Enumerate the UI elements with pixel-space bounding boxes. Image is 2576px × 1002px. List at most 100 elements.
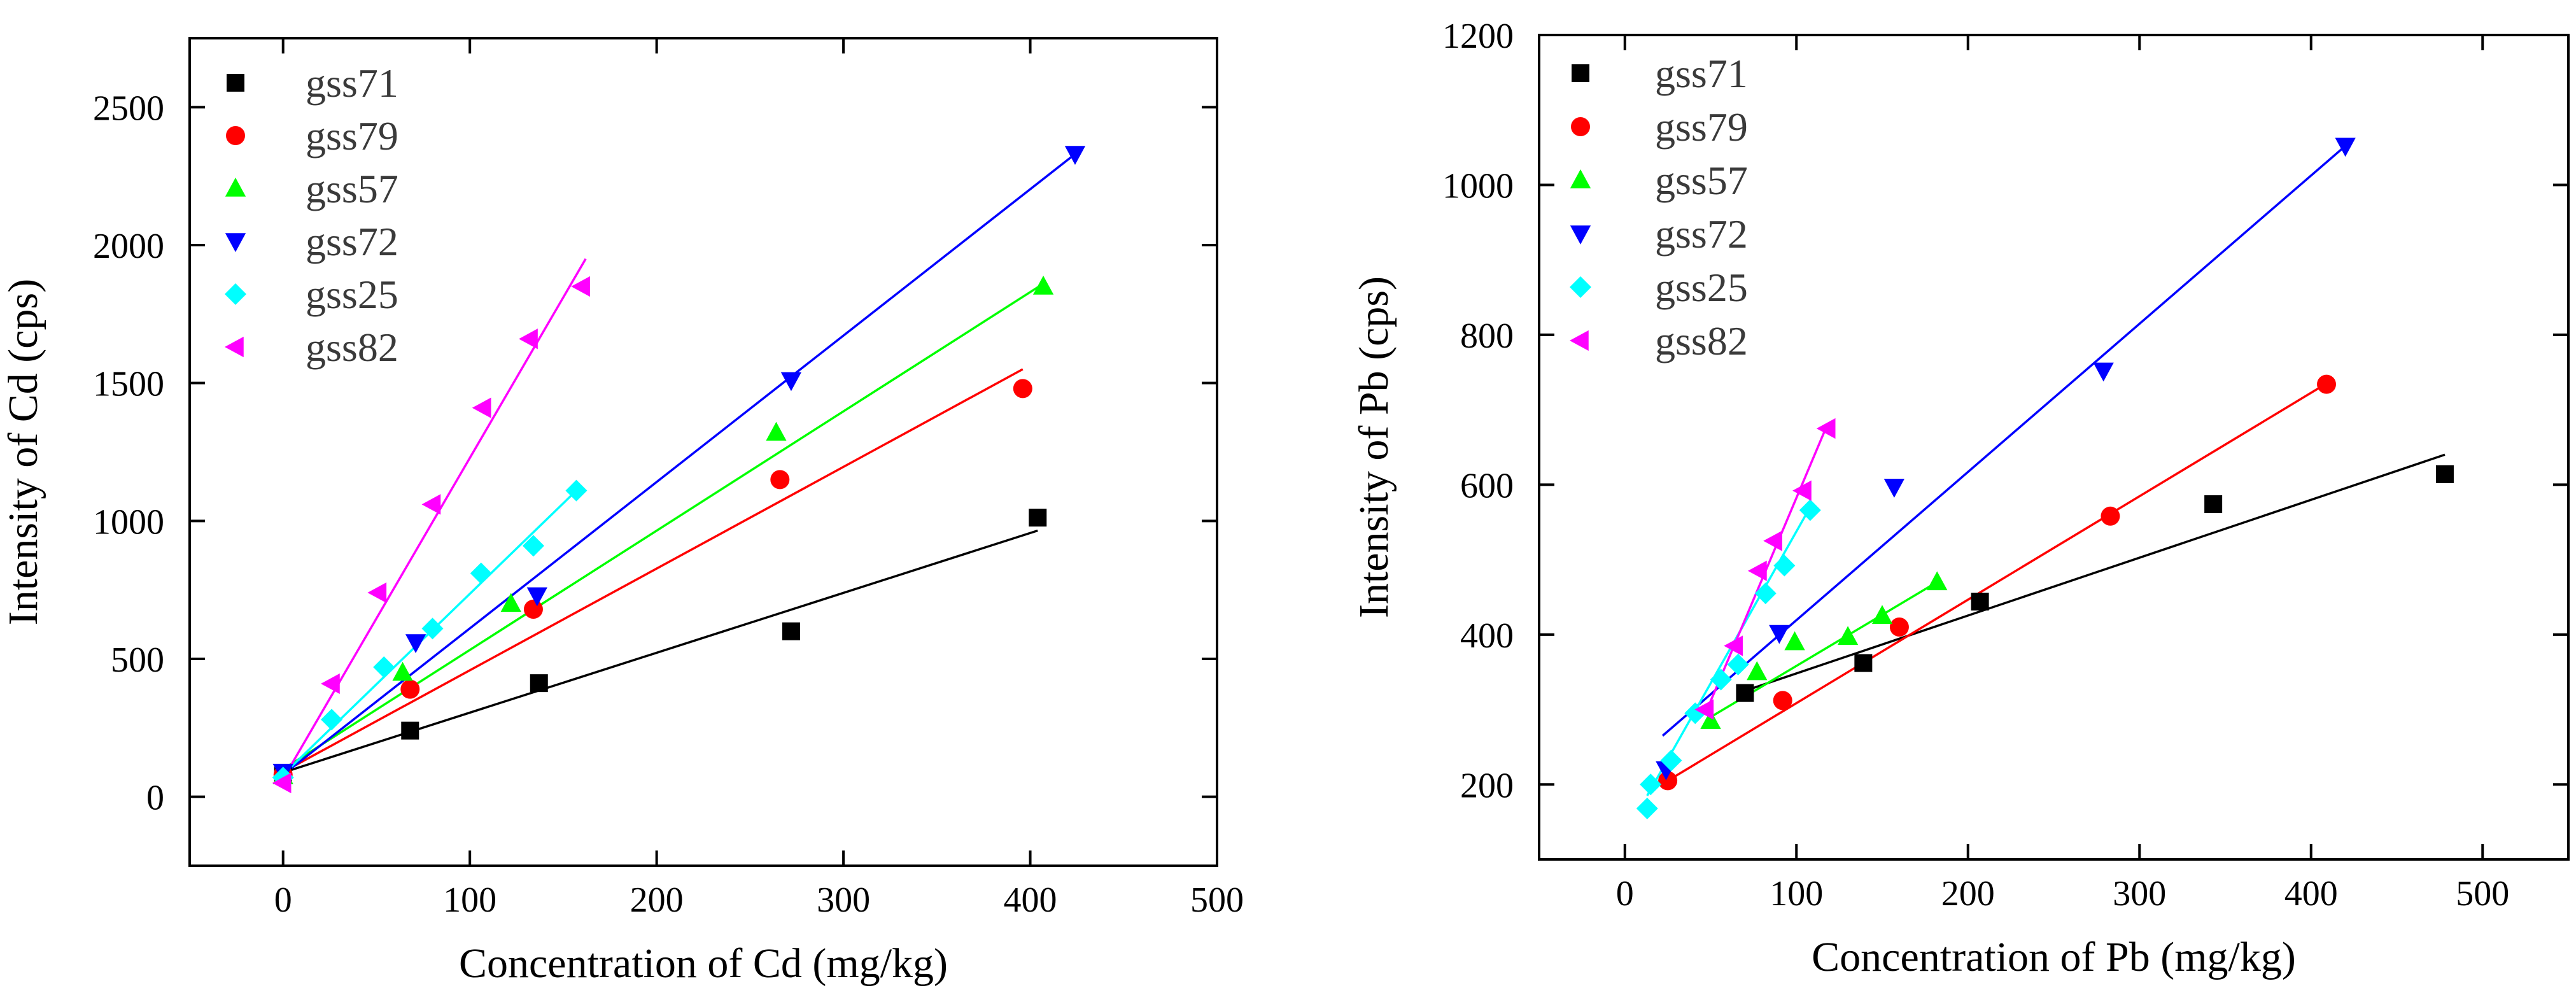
legend-marker-gss79 <box>1571 117 1590 136</box>
x-tick-label: 300 <box>817 880 870 920</box>
legend-label: gss25 <box>306 272 398 317</box>
x-tick-label: 100 <box>1770 874 1823 914</box>
x-tick-label: 400 <box>2284 874 2338 914</box>
data-point-gss82 <box>1792 480 1812 501</box>
fit-line-gss71 <box>1744 453 2446 692</box>
data-point-gss25 <box>470 562 492 584</box>
y-tick-label: 1500 <box>93 365 164 404</box>
pb-chart: 0 100 200 300 400 500 200 400 600 800 1000 1200 Conc… <box>1351 17 2570 980</box>
data-point-gss71 <box>2204 495 2223 513</box>
legend-marker-gss82 <box>225 336 244 358</box>
legend-label: gss79 <box>1655 104 1748 150</box>
plot-frame <box>188 37 1218 867</box>
y-tick-label: 1000 <box>93 502 164 542</box>
legend-label: gss71 <box>306 60 398 106</box>
legend-marker-gss71 <box>227 74 244 92</box>
data-point-gss57 <box>1784 631 1805 651</box>
data-point-gss57 <box>1871 605 1893 624</box>
data-point-gss79 <box>400 679 420 699</box>
data-point-gss72 <box>2335 138 2356 157</box>
y-tick-label: 2500 <box>93 88 164 128</box>
x-tick-label: 200 <box>630 880 684 920</box>
data-point-gss25 <box>565 479 588 502</box>
data-point-gss25 <box>1799 499 1821 521</box>
legend-label: gss82 <box>1655 318 1748 363</box>
legend-marker-gss72 <box>1570 225 1591 244</box>
data-point-gss57 <box>1747 661 1768 681</box>
y-tick-label: 800 <box>1460 316 1514 356</box>
data-point-gss79 <box>1013 379 1032 399</box>
legend-label: gss79 <box>306 113 398 159</box>
data-point-gss72 <box>405 634 426 653</box>
data-point-gss25 <box>321 709 343 731</box>
data-point-gss82 <box>367 582 387 603</box>
data-point-gss82 <box>1747 560 1767 581</box>
legend-marker-gss25 <box>225 283 246 305</box>
x-tick-label: 400 <box>1004 880 1057 920</box>
x-tick-label: 0 <box>274 880 292 920</box>
legend-label: gss72 <box>1655 211 1748 257</box>
data-point-gss82 <box>519 328 538 349</box>
data-point-gss25 <box>373 656 395 678</box>
data-point-gss72 <box>1883 479 1905 498</box>
x-tick-label: 200 <box>1941 874 1995 914</box>
x-tick-label: 500 <box>1190 880 1244 920</box>
legend-marker-gss57 <box>225 178 246 197</box>
legend-marker-gss71 <box>1572 64 1589 82</box>
data-point-gss25 <box>1636 797 1658 819</box>
data-point-gss82 <box>1763 530 1782 551</box>
legend-label: gss71 <box>1655 51 1748 96</box>
fit-line-gss72 <box>1661 145 2346 737</box>
data-point-gss72 <box>1064 146 1086 165</box>
data-point-gss82 <box>571 276 591 297</box>
data-point-gss82 <box>1694 699 1714 720</box>
data-point-gss82 <box>1816 418 1836 439</box>
data-point-gss57 <box>500 593 521 612</box>
data-point-gss71 <box>1736 684 1754 702</box>
data-point-gss25 <box>421 617 444 640</box>
data-point-gss79 <box>2101 506 2120 526</box>
y-tick-label: 500 <box>111 640 164 680</box>
data-point-gss57 <box>392 661 413 681</box>
data-point-gss71 <box>530 674 548 693</box>
y-tick-label: 2000 <box>93 227 164 266</box>
data-point-gss79 <box>2317 374 2337 394</box>
data-point-gss82 <box>321 673 340 695</box>
x-tick-label: 0 <box>1616 874 1634 914</box>
data-point-gss82 <box>272 772 292 794</box>
data-point-gss71 <box>401 721 419 740</box>
data-point-gss82 <box>472 397 491 418</box>
legend-label: gss57 <box>306 166 398 211</box>
legend-marker-gss79 <box>226 126 245 145</box>
data-point-gss71 <box>1854 654 1873 672</box>
data-point-gss79 <box>523 600 543 619</box>
y-axis-label: Intensity of Pb (cps) <box>1351 276 1397 618</box>
fit-line-gss25 <box>1646 506 1812 796</box>
data-point-gss25 <box>1660 749 1682 772</box>
fit-line-gss72 <box>282 153 1076 776</box>
y-tick-label: 0 <box>146 779 164 818</box>
x-tick-label: 100 <box>443 880 496 920</box>
y-tick-label: 400 <box>1460 616 1514 656</box>
data-point-gss79 <box>770 470 790 490</box>
data-point-gss79 <box>1773 691 1792 710</box>
data-point-gss25 <box>1754 582 1777 605</box>
legend-marker-gss82 <box>1570 330 1589 351</box>
data-point-gss79 <box>1658 771 1678 791</box>
data-point-gss72 <box>2093 362 2114 382</box>
data-point-gss79 <box>1889 617 1909 637</box>
legend-marker-gss57 <box>1570 169 1591 188</box>
legend-label: gss72 <box>306 219 398 264</box>
data-point-gss57 <box>1700 710 1721 729</box>
x-tick-label: 300 <box>2113 874 2166 914</box>
legend-marker-gss25 <box>1570 276 1591 298</box>
data-point-gss57 <box>1032 276 1054 295</box>
data-point-gss25 <box>1727 653 1749 675</box>
data-point-gss25 <box>522 535 544 557</box>
y-tick-label: 600 <box>1460 466 1514 505</box>
y-tick-label: 200 <box>1460 766 1514 805</box>
data-point-gss82 <box>1724 635 1743 656</box>
data-point-gss82 <box>421 494 441 515</box>
data-point-gss71 <box>1029 509 1047 527</box>
